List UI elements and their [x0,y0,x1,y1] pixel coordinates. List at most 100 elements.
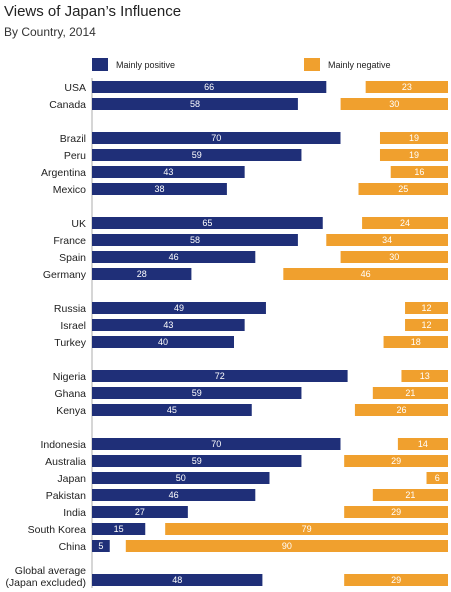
bar-negative [354,404,448,416]
bar-positive [92,166,245,178]
value-label-positive: 28 [137,269,147,279]
category-label: Kenya [56,405,86,417]
value-label-negative: 6 [435,473,440,483]
bar-positive [92,149,302,161]
value-label-positive: 70 [211,439,221,449]
bar-negative [365,81,448,93]
value-label-positive: 49 [174,303,184,313]
bar-positive [92,404,252,416]
bar-negative [340,251,448,263]
value-label-positive: 15 [114,524,124,534]
value-label-positive: 58 [190,99,200,109]
category-label: Global average (Japan excluded) [5,565,86,589]
value-label-positive: 65 [202,218,212,228]
bar-negative [326,234,448,246]
value-label-negative: 90 [282,541,292,551]
bar-negative [379,149,448,161]
value-label-negative: 26 [396,405,406,415]
bar-negative [125,540,449,552]
category-label: Ghana [54,388,86,400]
bar-negative [344,506,448,518]
value-label-positive: 50 [176,473,186,483]
category-label: Pakistan [46,490,86,502]
bar-positive [92,370,348,382]
bar-negative [397,438,448,450]
value-label-positive: 43 [163,167,173,177]
bar-positive [92,336,234,348]
bar-negative [426,472,448,484]
bar-positive [92,438,341,450]
value-label-negative: 30 [389,252,399,262]
value-label-negative: 18 [411,337,421,347]
category-label: Peru [64,150,86,162]
legend-item-positive: Mainly positive [92,58,175,71]
value-label-negative: 23 [402,82,412,92]
bar-negative [165,523,448,535]
value-label-positive: 27 [135,507,145,517]
value-label-positive: 46 [169,490,179,500]
value-label-positive: 38 [154,184,164,194]
value-label-negative: 12 [422,303,432,313]
value-label-negative: 19 [409,150,419,160]
value-label-negative: 13 [420,371,430,381]
value-label-negative: 29 [391,575,401,585]
bar-positive [92,319,245,331]
value-label-positive: 48 [172,575,182,585]
category-label: Mexico [53,184,86,196]
bar-positive [92,523,146,535]
bar-negative [372,489,448,501]
bar-positive [92,489,256,501]
bar-positive [92,387,302,399]
value-label-negative: 16 [414,167,424,177]
value-label-negative: 30 [389,99,399,109]
value-label-positive: 66 [204,82,214,92]
bar-negative [405,302,448,314]
value-label-positive: 43 [163,320,173,330]
category-label: Nigeria [53,371,86,383]
legend-swatch-positive [92,58,108,71]
legend-swatch-negative [304,58,320,71]
bar-negative [401,370,448,382]
value-label-positive: 58 [190,235,200,245]
bar-positive [92,472,270,484]
value-label-positive: 59 [192,388,202,398]
value-label-positive: 5 [98,541,103,551]
bar-negative [344,455,448,467]
value-label-negative: 14 [418,439,428,449]
bar-negative [283,268,448,280]
category-label: USA [64,82,86,94]
value-label-negative: 19 [409,133,419,143]
category-label: South Korea [28,524,87,536]
value-label-positive: 72 [215,371,225,381]
legend-label-negative: Mainly negative [328,59,391,70]
category-label: Japan [57,473,86,485]
bar-positive [92,251,256,263]
value-label-negative: 12 [422,320,432,330]
bar-positive [92,183,227,195]
bar-negative [372,387,448,399]
bar-positive [92,302,266,314]
bar-positive [92,234,298,246]
bar-positive [92,506,188,518]
bar-negative [383,336,448,348]
value-label-positive: 40 [158,337,168,347]
category-label: Russia [54,303,86,315]
category-label: UK [71,218,86,230]
bar-negative [362,217,448,229]
category-label: Australia [45,456,86,468]
value-label-negative: 25 [398,184,408,194]
chart-subtitle: By Country, 2014 [4,25,96,39]
bar-negative [390,166,448,178]
value-label-negative: 79 [302,524,312,534]
value-label-negative: 29 [391,456,401,466]
value-label-positive: 70 [211,133,221,143]
bar-positive [92,132,341,144]
bar-positive [92,81,327,93]
value-label-negative: 29 [391,507,401,517]
value-label-negative: 46 [361,269,371,279]
value-label-positive: 45 [167,405,177,415]
bar-positive [92,98,298,110]
category-label: Indonesia [40,439,86,451]
legend-label-positive: Mainly positive [116,59,176,70]
